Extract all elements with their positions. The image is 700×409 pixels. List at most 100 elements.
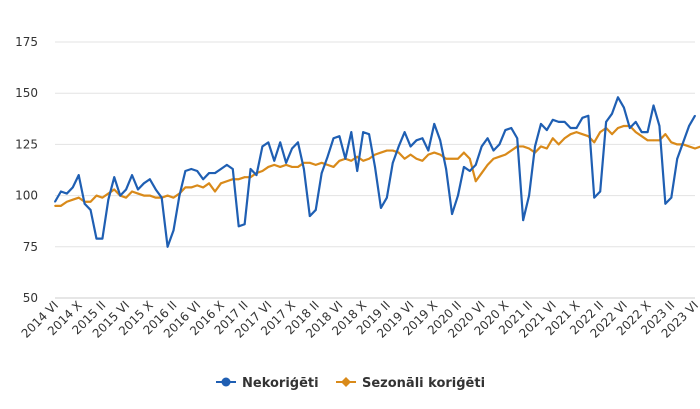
legend-marker	[341, 377, 351, 387]
legend-item-sezonali-korigeti: Sezonāli koriģēti	[336, 376, 485, 391]
data-point	[308, 161, 311, 164]
data-point	[243, 176, 246, 179]
data-point	[291, 166, 293, 168]
data-point	[184, 186, 187, 189]
data-point	[77, 174, 80, 177]
data-point	[385, 149, 388, 152]
data-point	[190, 168, 193, 170]
data-point	[528, 147, 530, 150]
data-point	[95, 194, 98, 197]
data-point	[593, 196, 596, 199]
data-point	[587, 114, 590, 117]
data-point	[492, 149, 495, 152]
data-point	[137, 192, 139, 195]
data-point	[214, 190, 216, 193]
data-point	[225, 180, 228, 183]
y-tick-label: 50	[23, 291, 38, 305]
data-point	[611, 133, 613, 136]
data-point	[184, 170, 187, 172]
data-point	[557, 143, 560, 146]
data-point	[397, 151, 400, 154]
legend-item-nekorigeti: Nekoriģēti	[216, 376, 319, 391]
data-point	[137, 188, 139, 191]
data-point	[60, 190, 62, 193]
data-point	[451, 157, 453, 160]
data-point	[89, 200, 92, 203]
data-point	[338, 159, 341, 162]
data-point	[658, 125, 661, 127]
data-point	[255, 174, 258, 177]
data-point	[575, 131, 578, 134]
y-axis-tick-labels: 50 75 100 125 150 175	[15, 35, 38, 305]
data-point	[474, 163, 477, 166]
data-point	[688, 145, 690, 148]
data-point	[220, 182, 222, 185]
data-point	[297, 141, 299, 144]
data-point	[148, 178, 151, 181]
data-point	[688, 125, 690, 127]
data-point	[142, 182, 145, 185]
data-point	[65, 200, 68, 203]
data-point	[670, 141, 673, 144]
data-point	[646, 131, 649, 134]
data-point	[421, 137, 424, 140]
data-point	[433, 151, 436, 154]
data-point	[320, 172, 323, 174]
data-point	[125, 196, 128, 199]
data-point	[611, 112, 613, 115]
data-point	[397, 145, 400, 148]
data-point	[374, 166, 376, 168]
data-point	[302, 168, 305, 170]
data-point	[344, 157, 347, 160]
data-point	[131, 190, 133, 193]
data-point	[504, 129, 507, 131]
data-point	[540, 123, 542, 125]
data-point	[308, 215, 311, 217]
data-point	[510, 149, 513, 152]
data-point	[510, 127, 513, 129]
data-point	[142, 194, 145, 197]
data-point	[581, 133, 584, 136]
data-point	[628, 127, 631, 129]
legend: Nekoriģēti Sezonāli koriģēti	[216, 376, 485, 391]
data-point	[486, 137, 489, 140]
data-point	[356, 155, 359, 158]
data-point	[202, 186, 205, 189]
data-point	[350, 131, 353, 134]
data-point	[391, 149, 394, 152]
data-point	[71, 186, 74, 189]
data-point	[89, 209, 92, 211]
data-point	[652, 104, 655, 107]
data-point	[125, 188, 128, 191]
data-point	[664, 202, 667, 205]
data-point	[486, 163, 489, 166]
data-point	[65, 192, 68, 195]
series-nekorigeti	[54, 96, 696, 248]
data-point	[457, 157, 459, 160]
data-point	[326, 155, 329, 158]
data-point	[338, 135, 341, 138]
data-point	[409, 153, 412, 156]
data-point	[415, 139, 418, 142]
data-point	[249, 168, 252, 170]
data-point	[480, 172, 483, 174]
data-point	[676, 143, 679, 146]
data-point	[54, 204, 56, 207]
data-point	[54, 200, 56, 203]
data-point	[409, 145, 412, 148]
data-point	[605, 120, 608, 123]
data-point	[178, 194, 181, 197]
data-point	[154, 196, 157, 199]
data-point	[332, 137, 335, 140]
data-point	[563, 120, 566, 123]
data-point	[119, 194, 122, 197]
data-point	[326, 163, 329, 166]
data-point	[95, 237, 98, 240]
data-point	[113, 176, 116, 179]
data-point	[166, 245, 169, 248]
data-point	[403, 157, 406, 160]
data-point	[273, 163, 276, 166]
data-point	[196, 184, 199, 187]
data-point	[332, 166, 335, 168]
